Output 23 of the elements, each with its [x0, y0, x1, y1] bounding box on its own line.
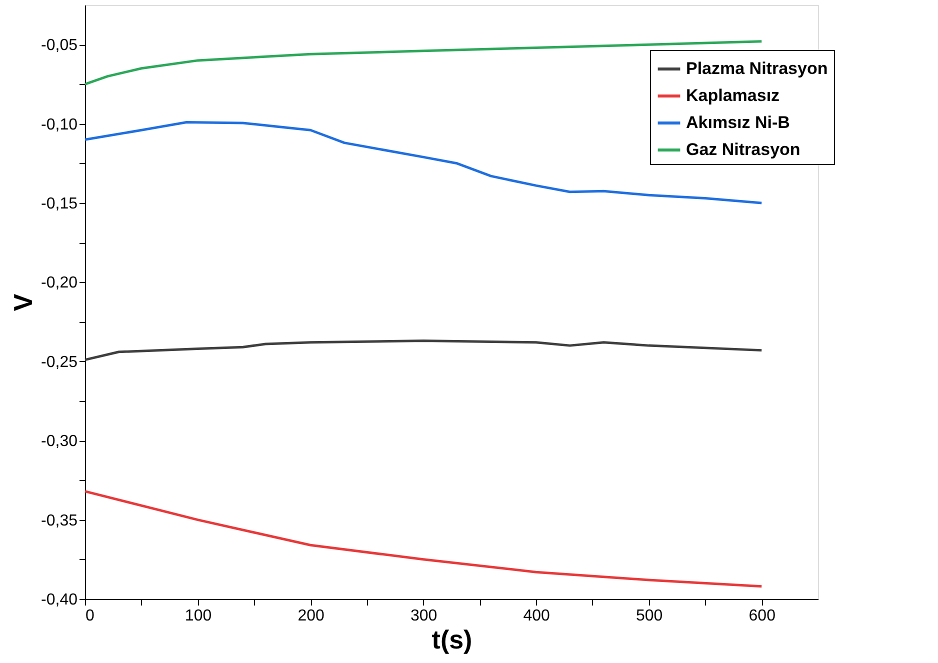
x-tick-label: 100	[184, 608, 212, 624]
y-tick-label: -0,35	[41, 512, 78, 530]
x-tick-label: 0	[86, 608, 94, 624]
y-axis-title: V	[8, 293, 38, 312]
legend-label: Kaplamasız	[686, 86, 780, 105]
x-tick-label: 600	[748, 608, 776, 624]
legend-label: Plazma Nitrasyon	[686, 59, 828, 78]
legend-label: Akımsız Ni-B	[686, 113, 790, 132]
x-tick-label: 400	[523, 608, 550, 624]
x-axis-title: t(s)	[432, 624, 472, 654]
y-tick-label: -0,15	[41, 196, 78, 212]
y-tick-label: -0,05	[41, 37, 78, 54]
legend-label: Gaz Nitrasyon	[686, 140, 800, 159]
x-tick-label: 500	[636, 608, 663, 624]
x-tick-label: 200	[298, 608, 324, 624]
line-series	[84, 490, 763, 588]
y-tick-label: -0,40	[41, 592, 78, 608]
x-tick-label: 300	[410, 608, 438, 624]
y-tick-label: -0,10	[41, 116, 78, 134]
y-tick-label: -0,20	[41, 274, 78, 292]
y-tick-label: -0,30	[41, 433, 78, 450]
y-tick-label: -0,25	[41, 354, 78, 371]
line-series	[84, 340, 763, 362]
